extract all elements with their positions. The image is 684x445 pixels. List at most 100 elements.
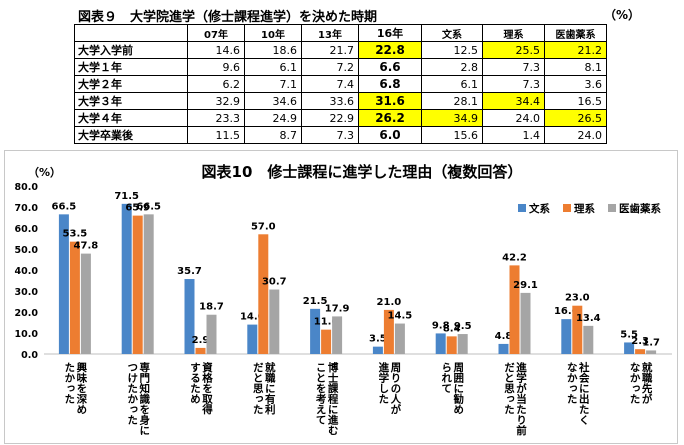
bar [80,253,91,354]
chart-frame [4,150,678,444]
category-label: つけたかった [126,362,138,425]
data-label: 11.6 [314,317,339,328]
bar [132,215,143,354]
bar [258,234,269,354]
category-label: 進学した [377,361,389,404]
data-label: 21.0 [377,297,402,308]
data-label: 1.7 [642,337,660,348]
data-label: 53.5 [63,229,88,240]
table-row: 大学３年 32.9 34.6 33.6 31.6 28.1 34.4 16.5 [74,92,607,110]
category-label: られて [440,362,452,394]
data-label: 2.9 [192,335,210,346]
data-label: 18.7 [199,302,224,313]
legend-label: 医歯薬系 [619,202,661,215]
bar [372,346,383,354]
table-cell: 7.3 [301,126,359,144]
bar [184,279,195,354]
data-label: 47.8 [74,241,99,252]
row-label: 大学２年 [74,75,188,93]
category-label: 進学が当たり前 [515,361,527,436]
bar [572,305,583,354]
bar [635,349,646,354]
table-cell: 12.5 [421,41,483,59]
y-tick-label: 50.0 [15,245,39,256]
data-label: 29.1 [513,280,538,291]
legend-label: 文系 [528,202,550,215]
legend-swatch [563,204,571,212]
table-row: 大学４年 23.3 24.9 22.9 26.2 34.9 24.0 26.5 [74,109,607,127]
bar [583,325,594,354]
legend-label: 理系 [574,202,595,215]
category-label: するため [189,362,201,404]
bar [321,329,332,354]
category-label: なかった [566,362,578,404]
bar [195,347,206,354]
bar [520,292,531,354]
legend-swatch [608,204,616,212]
row-label: 大学１年 [74,58,188,76]
bar [143,214,154,354]
bar [435,333,446,354]
y-axis-unit: （%） [28,166,61,179]
bar [332,316,343,354]
category-label: 就職に有利 [264,361,276,415]
y-tick-label: 80.0 [15,182,39,193]
data-label: 21.5 [303,296,328,307]
data-label: 14.0 [240,312,265,323]
category-label: 社会に出たく [578,361,590,426]
row-label: 大学入学前 [74,41,188,59]
data-label: 3.5 [369,334,387,345]
data-label: 65.9 [125,203,150,214]
data-label: 14.5 [388,311,413,322]
data-label: 42.2 [502,252,527,263]
table-cell: 6.0 [358,126,422,144]
table-cell: 7.3 [482,75,545,93]
y-tick-label: 70.0 [15,203,39,214]
data-label: 9.5 [454,321,472,332]
category-label: 興味を深め [75,361,87,414]
table-cell: 6.8 [358,75,422,93]
table-cell: 7.1 [244,75,302,93]
table-cell: 26.2 [358,109,422,127]
table-cell: 24.0 [544,126,607,144]
category-label: なかった [629,362,641,404]
column-header: 16年 [358,24,422,42]
table-cell: 15.6 [421,126,483,144]
bar [206,314,217,354]
data-label: 13.4 [576,313,601,324]
data-label: 9.8 [432,320,450,331]
bar [446,336,457,354]
table-cell: 34.9 [421,109,483,127]
table-row: 大学２年 6.2 7.1 7.4 6.8 6.1 7.3 3.6 [74,75,607,93]
category-label: だと思った [252,362,264,415]
category-label: だと思った [503,362,515,415]
table-cell: 22.9 [301,109,359,127]
table9-unit: （%） [604,8,641,22]
table9-title: 図表９ 大学院進学（修士課程進学）を決めた時期 [78,10,378,25]
bar [247,324,258,354]
bar [457,334,468,354]
bar [121,203,132,354]
y-tick-label: 30.0 [15,287,39,298]
data-label: 66.5 [52,201,77,212]
data-label: 30.7 [262,277,287,288]
data-label: 8.4 [443,323,461,334]
bar [498,343,509,354]
category-label: 周囲に勧め [452,362,464,415]
table-cell: 21.2 [544,41,607,59]
row-label: 大学卒業後 [74,126,188,144]
category-label: ことを考えて [315,362,327,425]
category-label: 周りの人が [389,362,401,415]
bar [561,319,572,354]
table-cell: 9.6 [187,58,245,76]
bar [394,323,405,354]
data-label: 17.9 [325,303,350,314]
y-tick-label: 0.0 [21,350,38,361]
legend-swatch [518,204,526,212]
table-cell: 1.4 [482,126,545,144]
bar [69,241,80,354]
data-label: 16.6 [554,306,579,317]
data-label: 35.7 [177,266,202,277]
data-label: 4.8 [495,331,513,342]
